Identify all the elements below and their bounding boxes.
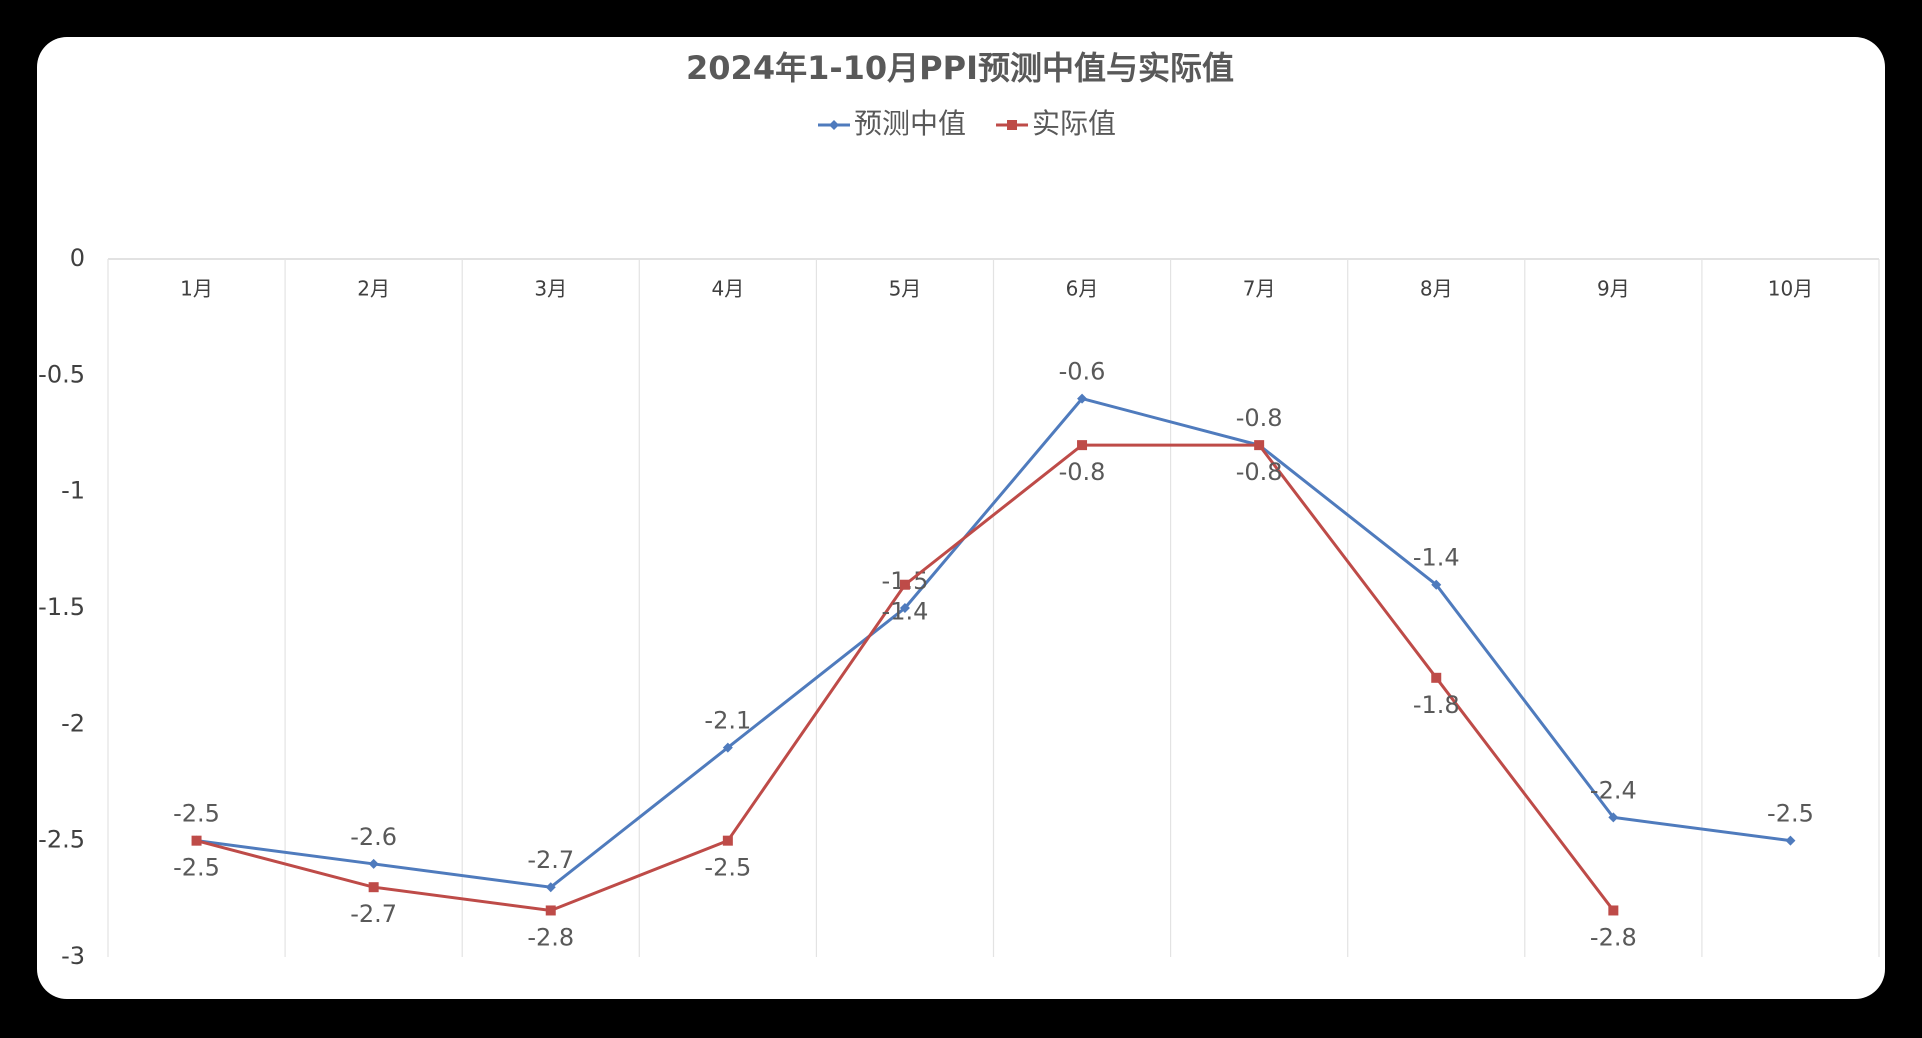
data-point <box>368 858 379 869</box>
x-tick-label: 3月 <box>534 277 567 301</box>
data-label: -2.1 <box>704 707 751 735</box>
x-tick-label: 7月 <box>1243 277 1276 301</box>
data-label: -2.7 <box>350 900 397 928</box>
legend-label: 实际值 <box>1032 107 1116 140</box>
data-point <box>1077 393 1088 404</box>
data-point <box>1077 440 1088 451</box>
data-point <box>1785 835 1796 846</box>
x-tick-label: 4月 <box>711 277 744 301</box>
y-tick-label: -3 <box>61 942 85 970</box>
data-label: -1.4 <box>882 598 929 626</box>
data-point <box>1431 672 1442 683</box>
data-label: -2.7 <box>527 846 574 874</box>
x-tick-label: 8月 <box>1420 277 1453 301</box>
data-point <box>722 742 733 753</box>
chart-card <box>37 37 1885 999</box>
data-label: -0.8 <box>1236 458 1283 486</box>
legend-marker <box>829 120 839 130</box>
x-tick-label: 9月 <box>1597 277 1630 301</box>
y-tick-label: -1 <box>61 477 85 505</box>
data-point <box>545 882 556 893</box>
data-label: -0.8 <box>1236 404 1283 432</box>
data-label: -2.8 <box>1590 923 1637 951</box>
data-point <box>899 603 910 613</box>
data-label: -2.6 <box>350 823 397 851</box>
y-tick-label: -0.5 <box>38 360 85 388</box>
data-point <box>1431 579 1442 590</box>
x-tick-label: 5月 <box>889 277 922 301</box>
x-tick-label: 2月 <box>357 277 390 301</box>
data-point <box>545 905 556 916</box>
data-label: -2.5 <box>1767 800 1814 828</box>
legend-label: 预测中值 <box>854 107 966 140</box>
data-label: -2.4 <box>1590 776 1637 804</box>
data-point <box>1608 905 1619 916</box>
data-label: -1.4 <box>1413 544 1460 572</box>
data-point <box>191 835 202 846</box>
data-label: -0.8 <box>1059 458 1106 486</box>
y-tick-label: -2.5 <box>38 826 85 854</box>
data-point <box>1608 812 1619 823</box>
data-label: -2.5 <box>173 800 220 828</box>
x-tick-label: 10月 <box>1768 277 1813 301</box>
data-point <box>722 835 733 846</box>
data-label: -2.5 <box>704 854 751 882</box>
x-tick-label: 6月 <box>1066 277 1099 301</box>
chart-title: 2024年1-10月PPI预测中值与实际值 <box>686 49 1234 87</box>
data-label: -2.8 <box>527 923 574 951</box>
y-tick-label: 0 <box>70 244 85 272</box>
legend-marker <box>1007 120 1018 130</box>
data-point <box>1254 440 1265 451</box>
x-tick-label: 1月 <box>180 277 213 301</box>
y-tick-label: -2 <box>61 709 85 737</box>
data-label: -1.8 <box>1413 691 1460 719</box>
data-label: -2.5 <box>173 854 220 882</box>
series-line <box>196 396 1791 889</box>
y-tick-label: -1.5 <box>38 593 85 621</box>
data-label: -0.6 <box>1059 358 1106 386</box>
data-point <box>368 882 379 893</box>
data-point <box>899 579 910 590</box>
